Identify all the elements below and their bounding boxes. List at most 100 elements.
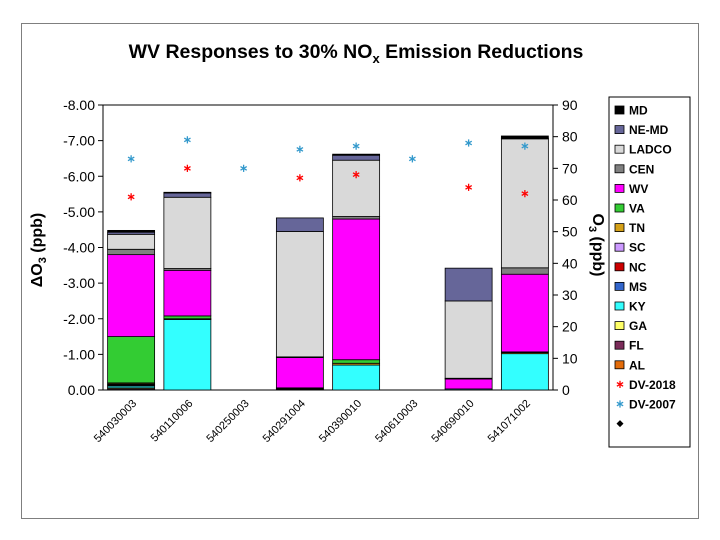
left-tick-label: 0.00	[68, 382, 95, 398]
x-tick-label: 540690010	[429, 398, 476, 445]
bar-segment-md	[163, 191, 212, 194]
marker-dv-2007-stroke	[465, 140, 473, 146]
bar-segment-va	[163, 315, 212, 320]
x-tick-label: 540030003	[92, 398, 139, 445]
legend-label: MS	[629, 280, 647, 294]
legend-label: KY	[629, 300, 646, 314]
right-tick-label: 50	[562, 224, 578, 240]
marker-dv-2018	[465, 183, 473, 191]
bar-segment-md	[332, 153, 381, 156]
legend-label: TN	[629, 221, 645, 235]
marker-dv-2007	[183, 136, 191, 144]
left-tick-label: -6.00	[63, 168, 95, 184]
left-axis-label: ΔO3 (ppb)	[29, 213, 49, 288]
legend-label: AL	[629, 358, 645, 372]
legend-swatch-wv	[614, 183, 625, 193]
legend-marker-dv-2018-stroke	[616, 382, 624, 387]
left-tick-label: -3.00	[63, 275, 95, 291]
bar-segment-ladco	[163, 196, 212, 269]
marker-dv-2007-stroke	[352, 143, 360, 149]
legend-label: DV-2018	[629, 378, 676, 392]
marker-dv-2018	[127, 193, 135, 201]
marker-dv-2007-stroke	[408, 156, 416, 162]
legend-marker-dv-2018	[616, 380, 624, 388]
legend-box	[608, 96, 691, 448]
left-tick-label: -5.00	[63, 204, 95, 220]
bar-segment-md	[107, 229, 156, 233]
legend-label: MD	[629, 104, 648, 118]
marker-dv-2007	[296, 145, 304, 153]
marker-dv-2007-stroke	[240, 165, 248, 171]
marker-dv-2007	[352, 142, 360, 150]
right-tick-label: 80	[562, 129, 578, 145]
marker-dv-2007-stroke	[296, 146, 304, 152]
left-tick-label: -8.00	[63, 97, 95, 113]
bar-segment-ky	[163, 319, 212, 391]
marker-dv-2007-stroke	[521, 143, 529, 149]
chart-title: WV Responses to 30% NOx Emission Reducti…	[129, 41, 584, 66]
left-axis-ticks: 0.00 -1.00 -2.00 -3.00 -4.00 -5.00 -6.00 -7.00 -…	[63, 97, 103, 398]
legend-marker-dv-2007-stroke	[616, 401, 624, 407]
right-tick-label: 60	[562, 192, 578, 208]
legend-label: WV	[629, 182, 648, 196]
bar-segment-md	[500, 135, 549, 139]
bar-segment-ky	[500, 353, 549, 391]
x-tick-label: 540610003	[373, 398, 420, 445]
bar-segment-wv	[275, 357, 324, 389]
x-tick-label: 540250003	[204, 398, 251, 445]
x-tick-label: 540110006	[149, 398, 196, 445]
right-tick-label: 0	[562, 382, 570, 398]
marker-dv-2007	[521, 142, 529, 150]
marker-dv-2018	[521, 190, 529, 198]
bar-segment-ne-md	[332, 154, 381, 161]
bar-segment-cen	[107, 248, 156, 256]
right-tick-label: 90	[562, 97, 578, 113]
legend-swatch-sc	[614, 242, 625, 252]
legend: MD NE-MD LADCO CEN WV VA TN SC NC MS KY GA FL AL DV-20…	[614, 104, 676, 428]
marker-dv-2018-stroke	[127, 194, 135, 200]
bar-segment-ladco	[444, 300, 493, 379]
legend-swatch-al	[614, 360, 625, 370]
legend-swatch-va	[614, 203, 625, 213]
right-axis-label: O3 (ppb)	[586, 214, 606, 277]
marker-dv-2018-stroke	[352, 172, 360, 178]
bar-segment-wv	[444, 378, 493, 390]
marker-dv-2018-stroke	[296, 175, 304, 181]
marker-dv-2018	[296, 174, 304, 182]
marker-dv-2007	[240, 164, 248, 172]
right-tick-label: 40	[562, 255, 578, 271]
bar-segment-wv	[500, 273, 549, 353]
legend-label: NC	[629, 260, 647, 274]
marker-dv-2007	[465, 139, 473, 147]
legend-swatch-ms	[614, 281, 625, 291]
bar-segment-ne-md	[275, 217, 324, 232]
bar-segment-ne-md	[163, 192, 212, 198]
marker-dv-2007-stroke	[127, 156, 135, 162]
marker-dv-2007	[408, 155, 416, 163]
marker-dv-2018	[183, 164, 191, 172]
x-tick-label: 540390010	[317, 398, 364, 445]
legend-label: NE-MD	[629, 123, 669, 137]
legend-label: VA	[629, 202, 645, 216]
right-tick-label: 20	[562, 319, 578, 335]
marker-dv-2007	[127, 155, 135, 163]
legend-swatch-nc	[614, 262, 625, 272]
x-tick-label: 541071002	[486, 398, 533, 445]
legend-label: GA	[629, 319, 647, 333]
bar-segment-ladco	[107, 233, 156, 250]
marker-dv-2018-stroke	[521, 191, 529, 197]
marker-dv-2018-stroke	[465, 184, 473, 190]
legend-swatch-ky	[614, 301, 625, 311]
legend-swatch-ga	[614, 321, 625, 331]
legend-swatch-tn	[614, 223, 625, 233]
bar-segment-ladco	[275, 231, 324, 358]
marker-dv-2018-stroke	[183, 165, 191, 171]
legend-label: CEN	[629, 162, 654, 176]
x-tick-label: 540291004	[261, 398, 308, 445]
scatter-markers	[127, 136, 529, 201]
bar-segment-ky	[332, 364, 381, 391]
left-tick-label: -2.00	[63, 311, 95, 327]
legend-swatch-fl	[614, 340, 625, 350]
bar-segment-va	[332, 359, 381, 364]
